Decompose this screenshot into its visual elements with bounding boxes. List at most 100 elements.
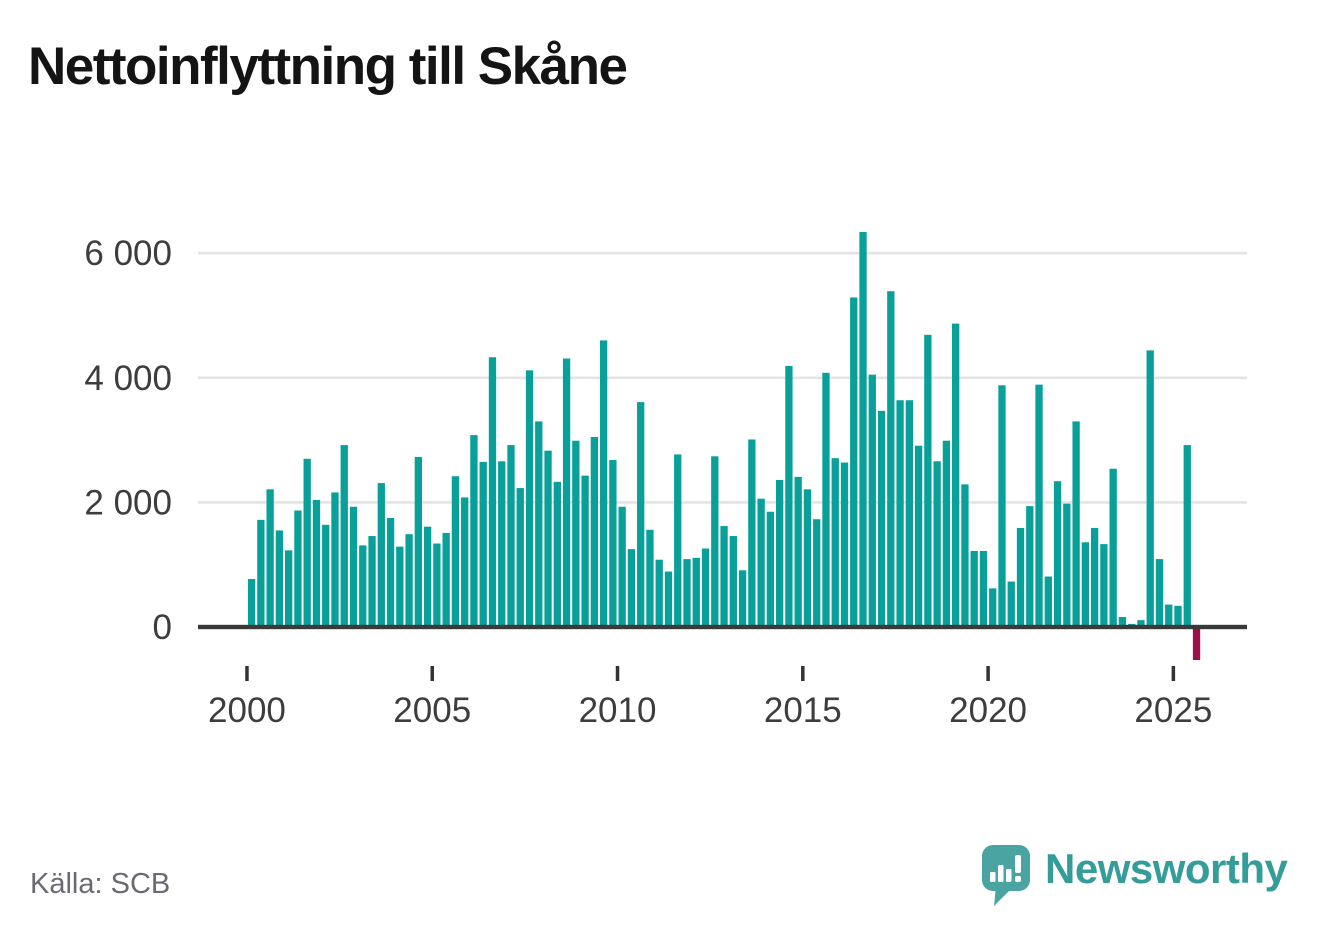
bar <box>507 445 515 627</box>
bar <box>813 519 821 627</box>
x-tick-mark <box>430 666 434 681</box>
newsworthy-brand: Newsworthy <box>982 845 1288 907</box>
bar <box>488 357 497 627</box>
bar <box>692 557 700 627</box>
bar <box>840 462 849 627</box>
bar <box>766 511 775 627</box>
bar <box>998 385 1006 627</box>
logo-exclamation-dot <box>1015 876 1021 882</box>
bar <box>1100 544 1108 627</box>
bar <box>331 492 339 627</box>
bar <box>877 410 886 627</box>
bar <box>1109 468 1117 627</box>
bar <box>989 588 997 627</box>
y-tick-label: 6 000 <box>84 234 172 273</box>
bar <box>1063 503 1071 627</box>
bar <box>961 484 969 627</box>
bar <box>1183 445 1191 627</box>
bar <box>322 524 330 627</box>
bar <box>498 461 506 627</box>
bar <box>1053 481 1062 627</box>
bar <box>970 550 978 627</box>
logo-chart-bar-2 <box>998 865 1004 882</box>
negative-bar <box>1192 627 1201 661</box>
bar <box>247 579 256 627</box>
x-tick-label: 2015 <box>764 691 842 730</box>
bar <box>599 340 608 627</box>
bar <box>1090 527 1099 627</box>
bar <box>553 481 561 627</box>
bar <box>535 421 543 627</box>
bar <box>1016 527 1025 627</box>
bar <box>859 232 867 627</box>
bar <box>711 456 719 627</box>
bar <box>1146 350 1154 627</box>
bar <box>581 475 589 627</box>
bar <box>757 498 765 627</box>
bar <box>637 402 645 627</box>
y-tick-label: 4 000 <box>84 359 172 398</box>
bar <box>451 476 460 627</box>
bar <box>748 439 756 627</box>
x-tick-label: 2010 <box>579 691 657 730</box>
bar <box>720 526 728 627</box>
logo-chart-bar-3 <box>1006 869 1012 882</box>
logo-exclamation-stem <box>1015 855 1021 873</box>
bar <box>461 497 469 627</box>
x-tick-mark <box>1171 666 1176 681</box>
bar <box>386 517 395 627</box>
brand-wordmark: Newsworthy <box>1045 845 1288 892</box>
bar <box>266 489 274 627</box>
bar <box>1118 617 1127 627</box>
y-tick-label: 0 <box>153 608 172 647</box>
bar <box>618 506 626 627</box>
logo-chart-bar-1 <box>990 872 996 882</box>
bar <box>803 489 812 627</box>
bar <box>924 334 932 627</box>
page-title: Nettoinflyttning till Skåne <box>28 37 628 96</box>
bar <box>368 536 376 627</box>
bar <box>405 534 413 627</box>
bar <box>414 456 423 627</box>
bar <box>1035 384 1043 627</box>
source-label: Källa: SCB <box>30 868 171 900</box>
bar <box>303 458 311 627</box>
bar <box>470 435 478 627</box>
bar <box>1026 506 1034 627</box>
bar <box>701 548 710 627</box>
bar <box>442 532 450 627</box>
bar <box>683 559 691 627</box>
bar <box>785 365 793 627</box>
bar <box>294 510 302 627</box>
gridline <box>198 376 1247 380</box>
x-tick-label: 2000 <box>208 691 286 730</box>
x-tick-mark <box>986 666 990 681</box>
y-tick-label: 2 000 <box>84 483 172 522</box>
bar <box>822 372 830 627</box>
bar <box>340 445 348 627</box>
bar <box>312 499 321 627</box>
bar <box>562 358 571 627</box>
x-tick-mark <box>245 666 249 681</box>
bar <box>590 436 599 627</box>
bar <box>516 488 524 627</box>
x-tick-label: 2020 <box>949 691 1027 730</box>
bar <box>285 550 293 627</box>
bar <box>479 461 487 627</box>
bar <box>887 291 895 627</box>
bar <box>933 461 941 627</box>
bar <box>942 440 951 627</box>
bar <box>423 526 432 627</box>
bar <box>1007 581 1015 627</box>
bar <box>1137 620 1145 627</box>
x-axis-line <box>198 624 1247 630</box>
bar <box>396 546 404 627</box>
x-tick-mark <box>615 666 620 681</box>
bar <box>257 519 265 627</box>
bar <box>525 370 534 627</box>
bar <box>868 374 876 627</box>
bar <box>979 550 988 627</box>
bar <box>1072 421 1080 627</box>
bar <box>729 536 737 627</box>
